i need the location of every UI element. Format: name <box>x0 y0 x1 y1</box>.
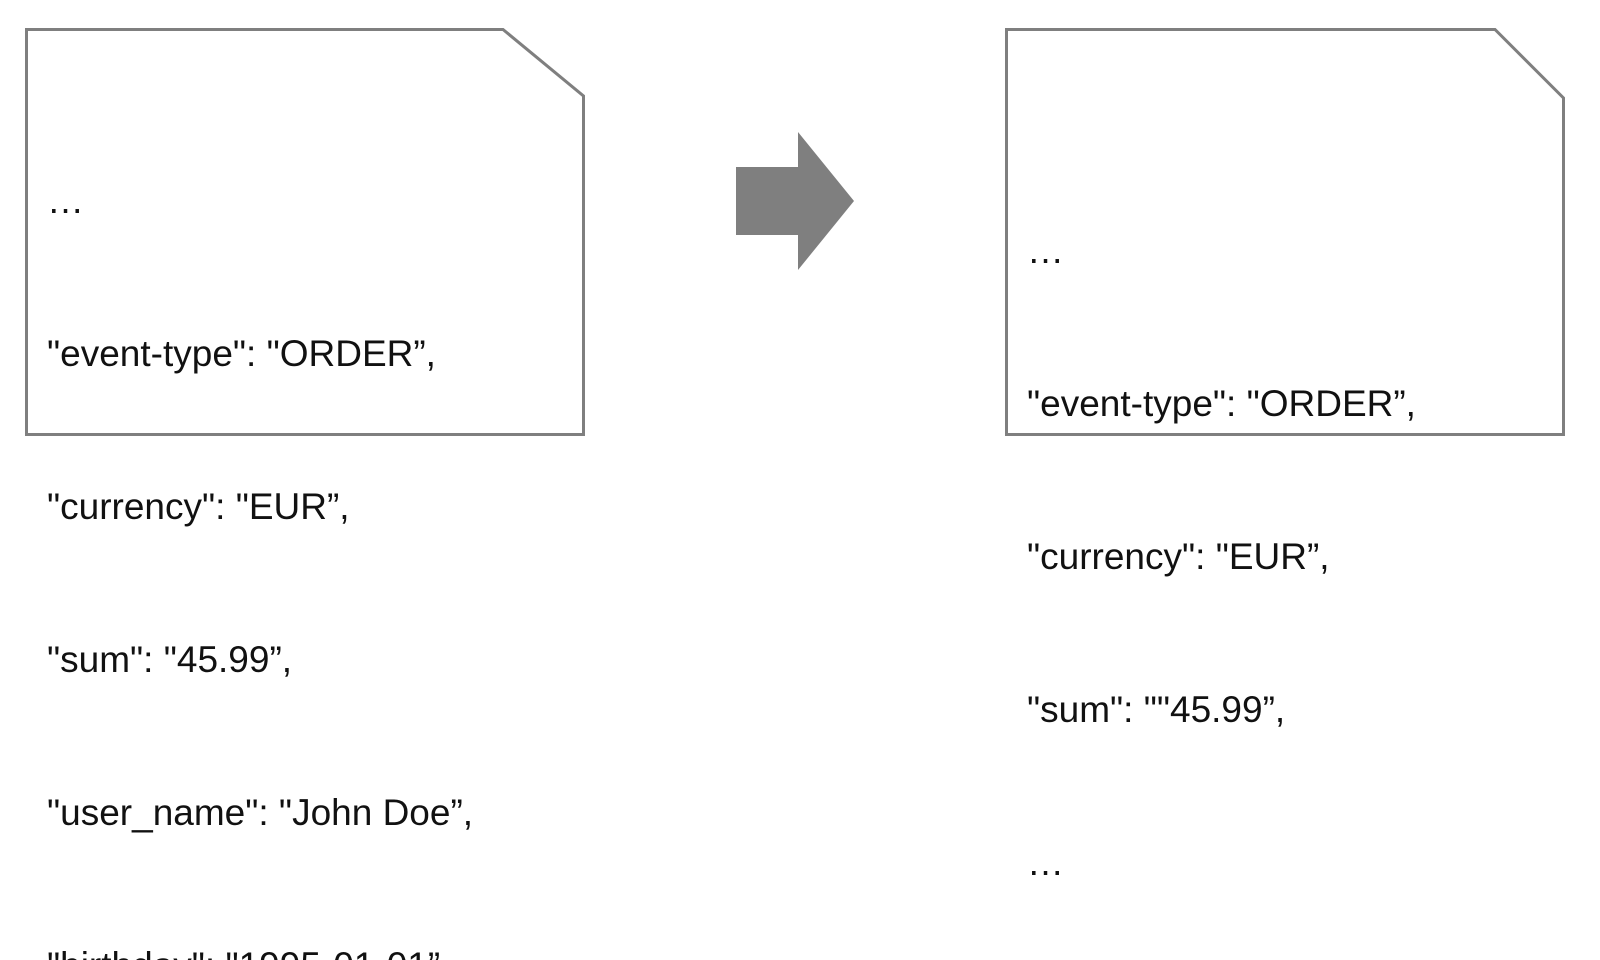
source-line-sum: "sum": "45.99”, <box>47 639 293 680</box>
result-document-lines: … "event-type": "ORDER”, "currency": "EU… <box>1027 123 1416 960</box>
source-line-birthday: "birthday": "1995-01-01”, <box>47 940 473 960</box>
result-line-sum: "sum": ""45.99”, <box>1027 689 1286 730</box>
result-line-ellipsis-end: … <box>1027 842 1064 883</box>
result-document-shape <box>1005 28 1565 436</box>
result-line-ellipsis-start: … <box>1027 230 1064 271</box>
source-document-lines: … "event-type": "ORDER”, "currency": "EU… <box>47 73 473 960</box>
right-arrow-icon <box>736 132 854 270</box>
source-line-event-type: "event-type": "ORDER”, <box>47 333 436 374</box>
source-document-shape <box>25 28 585 436</box>
result-line-event-type: "event-type": "ORDER”, <box>1027 383 1416 424</box>
source-event-document: … "event-type": "ORDER”, "currency": "EU… <box>25 28 585 960</box>
source-line-user-name: "user_name": "John Doe”, <box>47 792 474 833</box>
transformation-diagram: … "event-type": "ORDER”, "currency": "EU… <box>25 28 1565 960</box>
source-line-currency: "currency": "EUR”, <box>47 486 350 527</box>
filtered-event-document: … "event-type": "ORDER”, "currency": "EU… <box>1005 28 1565 883</box>
result-line-currency: "currency": "EUR”, <box>1027 536 1330 577</box>
source-line-ellipsis-start: … <box>47 180 84 221</box>
